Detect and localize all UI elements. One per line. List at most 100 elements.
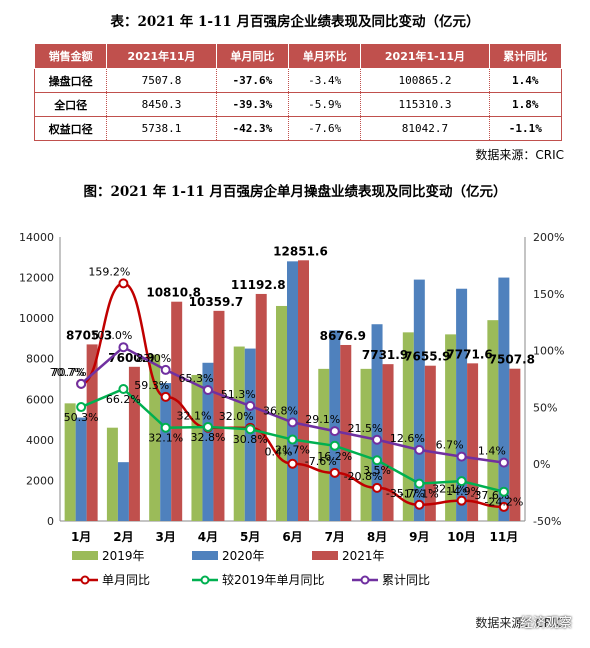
right-tick-label: 150% (533, 288, 564, 301)
bar-2-6月 (287, 261, 298, 521)
legend-swatch (312, 551, 338, 560)
bar-value-label: 12851.6 (273, 244, 328, 258)
line-point (160, 422, 171, 433)
legend-label: 较2019年单月同比 (222, 572, 325, 587)
line-point (287, 417, 298, 428)
line-point (76, 378, 87, 389)
line-value-label: 1.4% (478, 445, 506, 458)
bar-value-label: 10359.7 (189, 295, 244, 309)
x-tick-label: 1月 (71, 530, 91, 544)
bar-value-label: 11192.8 (231, 278, 286, 292)
bar-3-6月 (298, 260, 309, 521)
line-value-label: 36.8% (263, 404, 298, 417)
cell-yoy: -37.6% (216, 68, 290, 93)
line-value-label: -32.1% (428, 483, 467, 496)
legend-swatch (192, 551, 218, 560)
x-tick-label: 8月 (367, 530, 387, 544)
line-value-label: 51.3% (221, 388, 256, 401)
legend-label: 2020年 (222, 549, 265, 563)
line-value-label: -24.2% (484, 496, 523, 509)
line-point (372, 455, 383, 466)
bar-2-2月 (117, 462, 129, 521)
cell-ytd-yoy: 1.8% (489, 92, 563, 117)
line-point (372, 482, 383, 493)
line-value-label: 65.3% (178, 372, 213, 385)
bar-3-11月 (509, 368, 521, 521)
x-tick-label: 7月 (325, 530, 345, 544)
watermark-logo: 经济观察 (519, 616, 572, 631)
bar-2-7月 (329, 330, 341, 521)
bar-3-5月 (255, 293, 267, 521)
table-header-row: 销售金额 2021年11月 单月同比 单月环比 2021年1-11月 累计同比 (33, 43, 563, 69)
bar-2-10月 (456, 288, 468, 521)
line-value-label: 83.0% (136, 352, 171, 365)
line-point (287, 458, 298, 469)
bar-1-11月 (487, 320, 499, 521)
table-row: 全口径 8450.3 -39.3% -5.9% 115310.3 1.8% (33, 92, 563, 117)
right-tick-label: 100% (533, 345, 564, 358)
table-row: 操盘口径 7507.8 -37.6% -3.4% 100865.2 1.4% (33, 68, 563, 93)
bar-2-1月 (75, 417, 87, 521)
left-tick-label: 8000 (26, 353, 54, 366)
line-point (287, 434, 298, 445)
line-point (118, 383, 129, 394)
line-point (76, 402, 87, 413)
row-name: 操盘口径 (33, 68, 108, 93)
x-tick-label: 3月 (156, 530, 176, 544)
line-value-label: 30.8% (233, 433, 268, 446)
line-point (414, 444, 425, 455)
cell-nov: 5738.1 (106, 116, 217, 141)
header-cell: 累计同比 (488, 43, 563, 69)
line-value-label: 6.7% (436, 439, 464, 452)
line-value-label: 16.2% (317, 450, 352, 463)
line-value-label: 12.6% (390, 432, 425, 445)
line-value-label: 103.0% (90, 329, 132, 342)
cell-ytd: 100865.2 (360, 68, 490, 93)
line-value-label: 0.4% (265, 446, 293, 459)
legend-marker (360, 575, 370, 585)
x-tick-label: 4月 (198, 530, 218, 544)
bar-1-9月 (402, 332, 414, 521)
line-point (329, 467, 340, 478)
left-tick-label: 12000 (19, 272, 54, 285)
x-tick-label: 11月 (490, 530, 519, 544)
header-cell: 2021年1-11月 (360, 43, 490, 69)
left-tick-label: 4000 (26, 434, 54, 447)
right-tick-label: 0% (533, 458, 550, 471)
cell-yoy: -39.3% (216, 92, 290, 117)
bar-2-3月 (160, 383, 172, 521)
bar-3-2月 (128, 366, 140, 521)
line-point (456, 476, 467, 487)
bar-value-label: 8676.9 (320, 329, 366, 343)
bar-value-label: 7507.8 (489, 353, 535, 367)
cell-mom: -5.9% (288, 92, 362, 117)
line-value-label: 32.1% (176, 410, 211, 423)
line-point (456, 451, 467, 462)
cell-mom: -3.4% (288, 68, 362, 93)
summary-table: 销售金额 2021年11月 单月同比 单月环比 2021年1-11月 累计同比 … (33, 43, 563, 141)
line-point (498, 457, 509, 468)
x-tick-label: 9月 (409, 530, 429, 544)
right-tick-label: 200% (533, 231, 564, 244)
line-point (245, 400, 256, 411)
legend-swatch (72, 551, 98, 560)
line-value-label: 21.5% (348, 422, 383, 435)
bar-3-1月 (86, 344, 98, 521)
line-point (202, 421, 213, 432)
row-name: 权益口径 (33, 116, 108, 141)
line-point (498, 486, 509, 497)
line-point (160, 391, 171, 402)
bar-1-8月 (360, 368, 372, 521)
bar-3-10月 (467, 363, 479, 521)
bar-2-4月 (202, 362, 214, 521)
legend-marker (200, 575, 210, 585)
left-tick-label: 2000 (26, 474, 54, 487)
line-point (414, 499, 425, 510)
left-tick-label: 6000 (26, 393, 54, 406)
x-tick-label: 10月 (447, 530, 476, 544)
line-value-label: 21.7% (275, 444, 310, 457)
cell-nov: 8450.3 (106, 92, 217, 117)
line-value-label: 32.8% (190, 431, 225, 444)
row-name: 全口径 (33, 92, 108, 117)
